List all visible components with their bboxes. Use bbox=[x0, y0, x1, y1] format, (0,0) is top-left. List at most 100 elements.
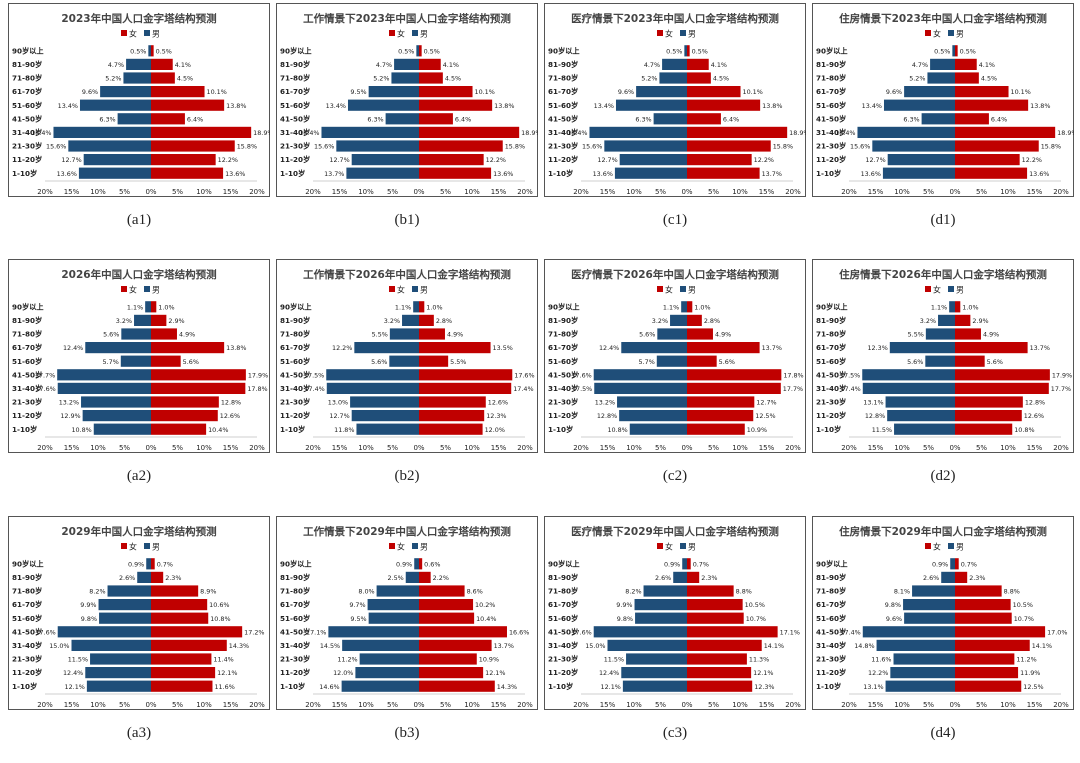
bar-male bbox=[659, 72, 687, 84]
legend-swatch-female bbox=[389, 286, 395, 292]
bar-female bbox=[687, 423, 745, 435]
age-label: 81-90岁 bbox=[548, 60, 578, 69]
bar-male bbox=[921, 113, 955, 125]
bar-label-male: 0.5% bbox=[934, 47, 950, 55]
bar-female bbox=[419, 653, 477, 665]
bar-female bbox=[419, 410, 485, 422]
bar-label-female: 10.8% bbox=[210, 615, 230, 623]
age-label: 31-40岁 bbox=[12, 128, 42, 137]
bar-label-male: 15.6% bbox=[314, 143, 334, 151]
age-label: 71-80岁 bbox=[280, 330, 310, 339]
bar-female bbox=[955, 328, 981, 340]
bar-label-female: 8.9% bbox=[200, 588, 216, 596]
bar-female bbox=[419, 423, 483, 435]
bar-male bbox=[413, 301, 419, 313]
x-tick-label: 5% bbox=[923, 444, 934, 452]
bar-label-male: 5.2% bbox=[373, 75, 389, 83]
bar-female bbox=[151, 45, 154, 57]
bar-label-male: 15.6% bbox=[46, 143, 66, 151]
bar-male bbox=[98, 599, 151, 611]
bar-female bbox=[419, 86, 473, 98]
bar-female bbox=[955, 667, 1019, 679]
bar-label-female: 16.6% bbox=[509, 628, 529, 636]
bar-male bbox=[657, 328, 687, 340]
bar-male bbox=[367, 599, 419, 611]
bar-male bbox=[368, 612, 419, 624]
bar-male bbox=[862, 626, 955, 638]
bar-label-female: 12.3% bbox=[754, 683, 774, 691]
bar-female bbox=[955, 382, 1049, 394]
age-label: 21-30岁 bbox=[816, 655, 846, 664]
bar-female bbox=[955, 680, 1022, 692]
bar-label-female: 4.9% bbox=[447, 331, 463, 339]
bar-label-female: 6.4% bbox=[723, 115, 739, 123]
bar-male bbox=[126, 58, 151, 70]
bar-label-female: 6.4% bbox=[455, 115, 471, 123]
age-label: 31-40岁 bbox=[280, 128, 310, 137]
bar-label-male: 3.2% bbox=[920, 317, 936, 325]
bar-label-male: 15.0% bbox=[585, 642, 605, 650]
bar-male bbox=[342, 639, 419, 651]
bar-female bbox=[419, 599, 474, 611]
chart-title: 医疗情景下2029年中国人口金字塔结构预测 bbox=[571, 525, 779, 538]
x-tick-label: 20% bbox=[249, 701, 265, 709]
legend-label-female: 女 bbox=[129, 542, 137, 552]
legend-swatch-male bbox=[680, 30, 686, 36]
x-tick-label: 0% bbox=[413, 188, 424, 196]
bar-female bbox=[955, 72, 979, 84]
x-tick-label: 5% bbox=[440, 188, 451, 196]
bar-female bbox=[955, 58, 977, 70]
x-tick-label: 10% bbox=[464, 188, 480, 196]
bar-label-female: 12.8% bbox=[221, 399, 241, 407]
bar-female bbox=[687, 126, 788, 138]
bar-male bbox=[145, 301, 151, 313]
bar-female bbox=[687, 396, 755, 408]
bar-label-female: 2.2% bbox=[433, 574, 449, 582]
bar-label-female: 10.9% bbox=[479, 656, 499, 664]
bar-label-male: 13.4% bbox=[326, 102, 346, 110]
x-tick-label: 20% bbox=[305, 701, 321, 709]
bar-male bbox=[949, 301, 955, 313]
x-tick-label: 5% bbox=[387, 188, 398, 196]
bar-label-female: 10.8% bbox=[1014, 426, 1034, 434]
bar-female bbox=[687, 680, 753, 692]
bar-label-male: 9.6% bbox=[886, 615, 902, 623]
bar-label-female: 2.8% bbox=[436, 317, 452, 325]
bar-label-male: 2.6% bbox=[923, 574, 939, 582]
legend-swatch-female bbox=[925, 286, 931, 292]
legend-label-female: 女 bbox=[665, 542, 673, 552]
bar-label-female: 0.5% bbox=[692, 47, 708, 55]
bar-male bbox=[328, 626, 419, 638]
bar-female bbox=[687, 382, 781, 394]
age-label: 31-40岁 bbox=[816, 641, 846, 650]
x-tick-label: 15% bbox=[600, 701, 616, 709]
x-tick-label: 10% bbox=[196, 701, 212, 709]
legend-swatch-male bbox=[144, 543, 150, 549]
bar-male bbox=[376, 585, 419, 597]
bar-label-female: 4.5% bbox=[713, 75, 729, 83]
bar-label-male: 4.7% bbox=[108, 61, 124, 69]
panel-caption: (b1) bbox=[394, 212, 420, 228]
bar-label-male: 18.4% bbox=[835, 129, 855, 137]
age-label: 21-30岁 bbox=[816, 142, 846, 151]
age-label: 81-90岁 bbox=[548, 573, 578, 582]
bar-female bbox=[687, 314, 702, 326]
x-tick-label: 10% bbox=[358, 188, 374, 196]
bar-male bbox=[120, 355, 151, 367]
bar-label-female: 17.4% bbox=[513, 385, 533, 393]
age-label: 21-30岁 bbox=[548, 142, 578, 151]
age-label: 41-50岁 bbox=[280, 370, 310, 379]
x-tick-label: 15% bbox=[759, 188, 775, 196]
bar-male bbox=[350, 396, 419, 408]
x-tick-label: 15% bbox=[223, 444, 239, 452]
bar-label-male: 8.2% bbox=[89, 588, 105, 596]
bar-label-male: 2.5% bbox=[388, 574, 404, 582]
x-tick-label: 5% bbox=[172, 701, 183, 709]
bar-male bbox=[414, 558, 419, 570]
pyramid-chart-5: 工作情景下2026年中国人口金字塔结构预测女男 90岁以上 1.1% 1.0% 81-9… bbox=[276, 259, 538, 453]
x-tick-label: 0% bbox=[413, 444, 424, 452]
bar-label-male: 17.5% bbox=[840, 371, 860, 379]
bar-label-female: 13.6% bbox=[225, 170, 245, 178]
bar-male bbox=[629, 423, 687, 435]
bar-label-male: 14.5% bbox=[320, 642, 340, 650]
